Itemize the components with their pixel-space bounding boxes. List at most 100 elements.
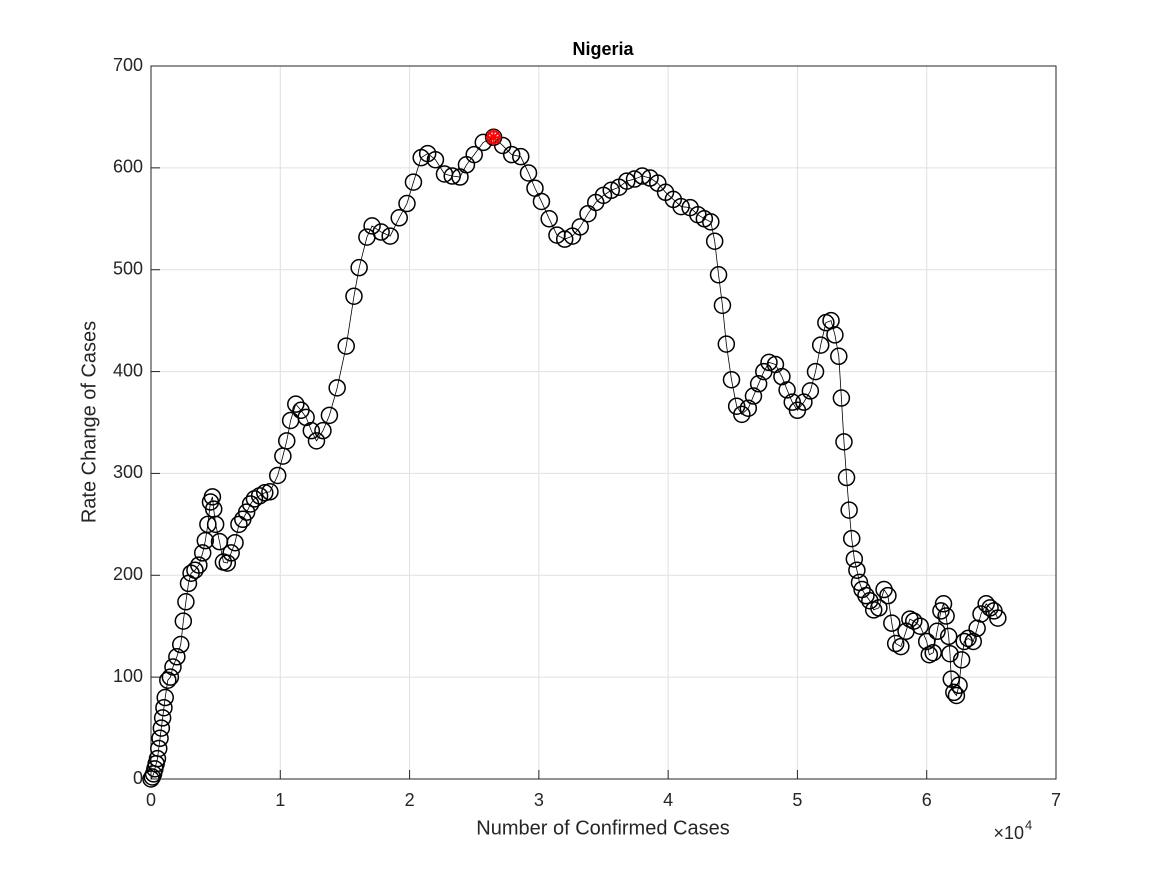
data-point bbox=[920, 645, 939, 664]
data-point bbox=[830, 347, 848, 366]
data-point bbox=[749, 375, 768, 393]
data-point bbox=[426, 150, 445, 169]
data-point bbox=[328, 379, 346, 397]
x-tick-label: 1 bbox=[275, 790, 285, 810]
data-point bbox=[811, 336, 830, 354]
x-tick-label: 2 bbox=[405, 790, 415, 810]
data-point bbox=[250, 487, 269, 505]
data-point bbox=[941, 644, 959, 663]
data-point bbox=[174, 612, 193, 630]
y-tick-label: 300 bbox=[113, 462, 143, 482]
data-point bbox=[845, 550, 864, 568]
data-point bbox=[443, 167, 461, 185]
data-point bbox=[952, 651, 971, 669]
y-tick-label: 500 bbox=[113, 258, 143, 278]
data-point bbox=[230, 515, 248, 534]
data-point bbox=[959, 629, 977, 648]
plot-frame bbox=[150, 65, 1057, 780]
data-point bbox=[268, 466, 287, 485]
data-point bbox=[989, 609, 1007, 627]
data-point bbox=[193, 544, 212, 562]
y-tick-label: 0 bbox=[133, 768, 143, 788]
data-point bbox=[540, 210, 558, 228]
y-tick-label: 400 bbox=[113, 360, 143, 380]
data-point bbox=[155, 698, 173, 717]
data-point bbox=[733, 405, 751, 424]
data-point bbox=[372, 223, 390, 241]
data-point bbox=[390, 209, 408, 227]
data-point bbox=[932, 602, 950, 620]
data-point bbox=[555, 230, 574, 248]
data-point bbox=[287, 395, 305, 413]
data-point bbox=[278, 432, 296, 450]
data-point bbox=[237, 503, 256, 521]
data-point bbox=[199, 515, 217, 534]
data-point bbox=[465, 145, 483, 164]
data-point bbox=[705, 232, 724, 250]
data-point bbox=[161, 668, 180, 686]
data-point bbox=[924, 643, 942, 662]
data-point bbox=[744, 387, 763, 405]
data-point bbox=[320, 406, 339, 425]
data-point bbox=[934, 595, 953, 613]
data-point bbox=[795, 393, 813, 411]
data-point bbox=[911, 617, 929, 635]
data-point bbox=[152, 719, 171, 737]
data-point bbox=[168, 648, 186, 666]
data-point bbox=[618, 172, 636, 190]
data-point bbox=[307, 432, 326, 450]
data-point bbox=[150, 739, 168, 758]
data-point bbox=[801, 382, 820, 400]
data-point bbox=[314, 421, 332, 440]
y-axis-label: Rate Change of Cases bbox=[78, 321, 100, 523]
data-point bbox=[760, 353, 778, 372]
x-axis-label: Number of Confirmed Cases bbox=[476, 817, 729, 839]
data-point bbox=[870, 599, 888, 617]
data-point bbox=[702, 213, 720, 231]
data-point bbox=[171, 635, 190, 654]
x-tick-label: 0 bbox=[146, 790, 156, 810]
data-point bbox=[337, 337, 355, 355]
data-point bbox=[218, 554, 237, 572]
data-point bbox=[806, 362, 825, 381]
data-point bbox=[837, 468, 856, 487]
data-point bbox=[261, 483, 279, 501]
y-tick-label: 600 bbox=[113, 157, 143, 177]
data-point bbox=[519, 164, 538, 182]
data-point bbox=[156, 688, 174, 707]
data-point bbox=[950, 676, 968, 695]
data-point bbox=[964, 632, 983, 651]
data-point bbox=[928, 622, 946, 641]
data-point bbox=[177, 593, 195, 611]
x-tick-label: 4 bbox=[663, 790, 673, 810]
data-point bbox=[972, 605, 990, 623]
data-point bbox=[190, 556, 208, 574]
data-point bbox=[840, 501, 858, 519]
data-point bbox=[835, 433, 853, 451]
data-point bbox=[186, 561, 204, 579]
data-point bbox=[892, 637, 910, 656]
data-point bbox=[937, 607, 955, 625]
data-point bbox=[778, 381, 796, 399]
data-point bbox=[493, 136, 512, 155]
data-point bbox=[717, 335, 736, 353]
x-tick-label: 6 bbox=[922, 790, 932, 810]
data-point bbox=[602, 181, 621, 200]
x-tick-label: 5 bbox=[792, 790, 802, 810]
data-point bbox=[879, 586, 897, 605]
data-point bbox=[206, 515, 225, 534]
data-point bbox=[709, 266, 728, 284]
data-point bbox=[672, 197, 690, 216]
data-point bbox=[722, 370, 741, 389]
data-point bbox=[739, 399, 758, 417]
data-point bbox=[302, 421, 321, 440]
data-point bbox=[861, 592, 879, 610]
data-point bbox=[381, 227, 399, 245]
data-point bbox=[713, 296, 732, 315]
y-tick-label: 200 bbox=[113, 564, 143, 584]
chart-title: Nigeria bbox=[572, 39, 634, 59]
data-point bbox=[883, 614, 901, 632]
data-point bbox=[939, 627, 958, 646]
